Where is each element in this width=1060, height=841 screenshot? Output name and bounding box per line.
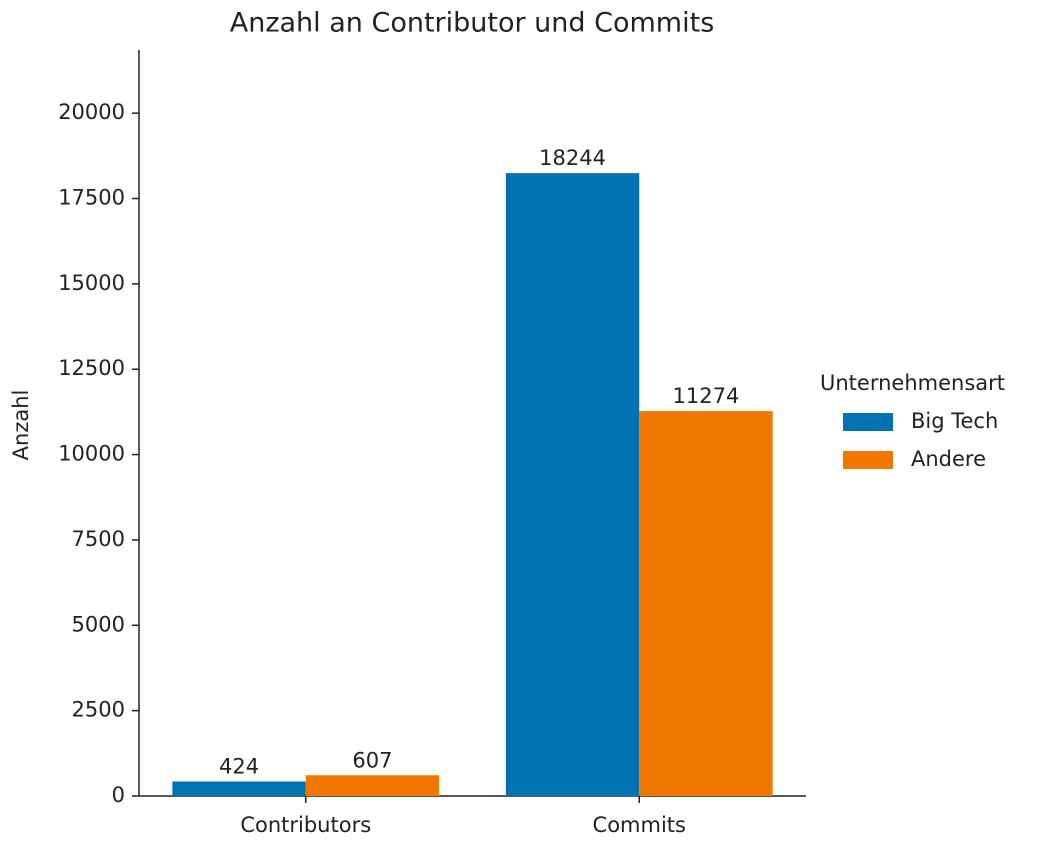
legend-label: Big Tech xyxy=(911,409,998,433)
y-tick-label: 5000 xyxy=(72,612,125,636)
chart-title: Anzahl an Contributor und Commits xyxy=(230,8,715,39)
y-tick-label: 10000 xyxy=(58,442,125,466)
x-tick-label: Contributors xyxy=(240,813,371,837)
legend-swatch xyxy=(843,413,893,431)
legend-title: Unternehmensart xyxy=(820,371,1005,395)
y-tick-label: 12500 xyxy=(58,356,125,380)
bar xyxy=(305,775,440,796)
y-tick-label: 2500 xyxy=(72,698,125,722)
data-label: 424 xyxy=(219,755,259,779)
data-label: 18244 xyxy=(539,146,606,170)
legend-label: Andere xyxy=(911,447,986,471)
y-tick-label: 17500 xyxy=(58,186,125,210)
y-tick-label: 7500 xyxy=(72,527,125,551)
y-tick-label: 15000 xyxy=(58,271,125,295)
bar xyxy=(505,173,640,796)
bar xyxy=(639,411,773,796)
y-tick-label: 0 xyxy=(112,783,125,807)
data-label: 11274 xyxy=(673,384,740,408)
bar xyxy=(172,781,306,796)
data-label: 607 xyxy=(352,748,392,772)
y-tick-label: 20000 xyxy=(58,100,125,124)
x-tick-label: Commits xyxy=(593,813,686,837)
y-axis-label: Anzahl xyxy=(9,390,33,461)
legend-swatch xyxy=(843,451,893,469)
